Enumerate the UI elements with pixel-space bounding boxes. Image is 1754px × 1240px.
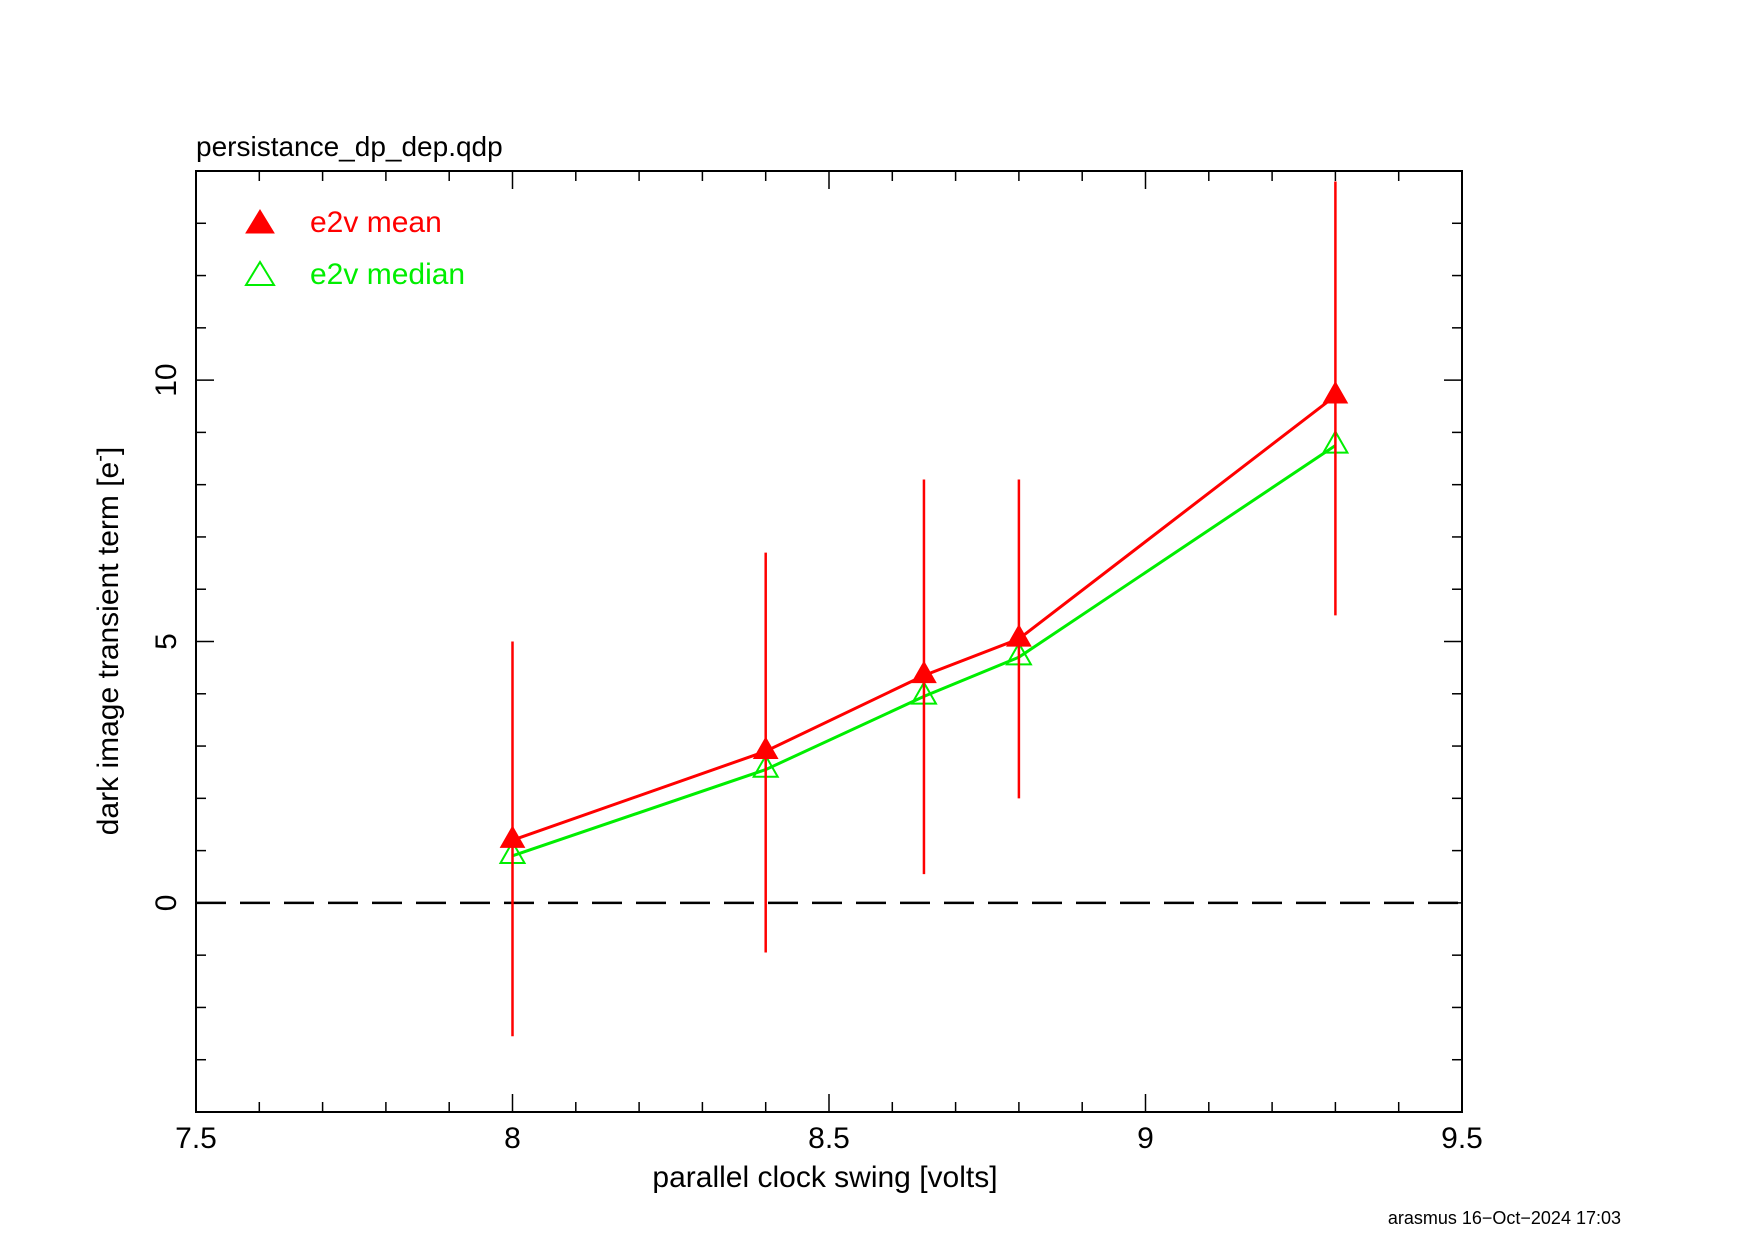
x-axis-label: parallel clock swing [volts] — [652, 1161, 997, 1194]
legend-item-median: e2v median — [244, 258, 465, 291]
legend-label-median: e2v median — [310, 258, 465, 291]
chart-title: persistance_dp_dep.qdp — [196, 131, 503, 162]
y-tick-label: 10 — [150, 363, 183, 396]
x-tick-labels: 7.5 8 8.5 9 9.5 — [175, 1122, 1483, 1155]
y-axis-label-close: ] — [92, 447, 125, 455]
footer-date: 16−Oct−2024 17:03 — [1462, 1208, 1621, 1228]
axis-ticks — [195, 170, 1463, 1113]
y-axis-label-main: dark image transient term [e — [92, 462, 125, 836]
legend: e2v mean e2v median — [244, 206, 465, 291]
data-point-marker — [1322, 380, 1349, 404]
series-layer — [498, 181, 1350, 1037]
x-tick-label: 9.5 — [1441, 1122, 1483, 1155]
data-point-marker — [1006, 624, 1032, 647]
footer-user: arasmus — [1388, 1208, 1457, 1228]
legend-item-mean: e2v mean — [245, 206, 442, 239]
y-tick-labels: 0 5 10 — [150, 363, 183, 911]
x-tick-label: 8 — [504, 1122, 521, 1155]
y-tick-label: 5 — [150, 633, 183, 650]
footer-stamp: arasmus 16−Oct−2024 17:03 — [1388, 1208, 1621, 1228]
data-point-marker — [752, 736, 779, 759]
y-tick-label: 0 — [150, 895, 183, 912]
data-point-marker — [499, 825, 526, 848]
legend-marker-mean — [245, 209, 275, 234]
y-axis-label: dark image transient term [e-] — [89, 447, 125, 836]
x-tick-label: 9 — [1137, 1122, 1154, 1155]
x-tick-label: 8.5 — [808, 1122, 850, 1155]
legend-label-mean: e2v mean — [310, 206, 442, 239]
y-axis-label-superscript: - — [89, 455, 111, 462]
series-mean — [499, 181, 1349, 1037]
data-point-marker — [911, 660, 937, 684]
x-tick-label: 7.5 — [175, 1122, 217, 1155]
legend-marker-median — [244, 260, 276, 286]
